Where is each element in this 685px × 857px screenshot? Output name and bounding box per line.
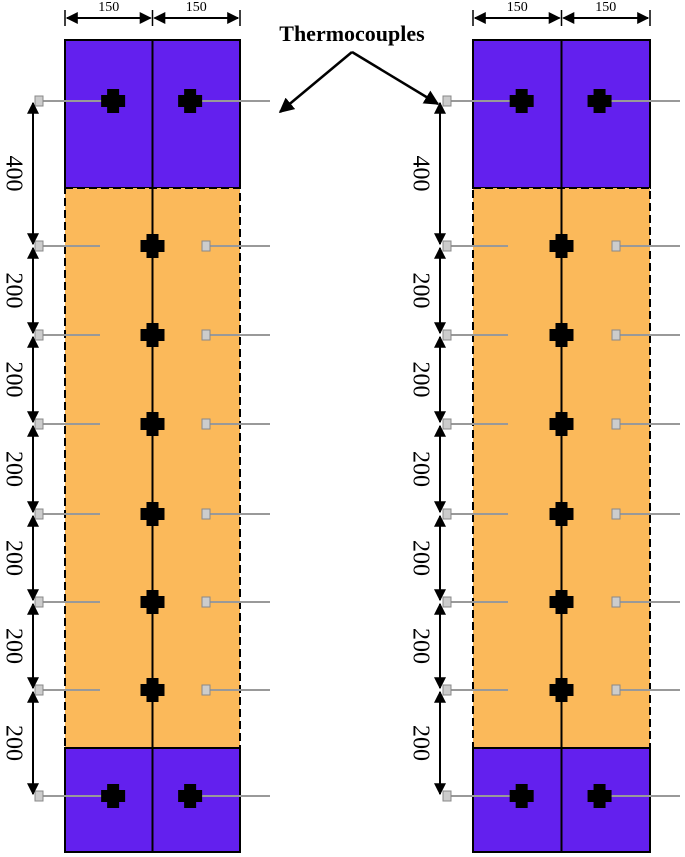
thermocouple-marker — [549, 412, 574, 436]
height-label: 200 — [407, 273, 433, 309]
thermocouple-marker — [549, 678, 574, 702]
height-label: 200 — [407, 540, 433, 576]
thermocouple-marker — [140, 323, 165, 347]
height-label: 400 — [0, 156, 26, 192]
thermocouple-marker — [549, 502, 574, 526]
height-label: 200 — [0, 540, 26, 576]
thermocouple-marker — [587, 89, 612, 113]
probe-head — [34, 596, 44, 608]
probe-head — [34, 508, 44, 520]
probe-head — [611, 240, 621, 252]
probe-head — [442, 240, 452, 252]
thermocouple-marker — [140, 234, 165, 258]
probe-head — [611, 329, 621, 341]
probe-head — [34, 240, 44, 252]
thermocouple-marker — [140, 678, 165, 702]
thermocouple-marker — [101, 784, 126, 808]
probe-head — [442, 329, 452, 341]
width-label: 150 — [186, 0, 207, 15]
width-label: 150 — [595, 0, 616, 15]
thermocouple-marker — [140, 590, 165, 614]
probe-head — [442, 95, 452, 107]
thermocouple-marker — [509, 89, 534, 113]
callout-label: Thermocouples — [279, 21, 425, 46]
probe-head — [611, 684, 621, 696]
probe-head — [34, 684, 44, 696]
probe-head — [442, 684, 452, 696]
probe-head — [201, 240, 211, 252]
height-label: 200 — [0, 628, 26, 664]
height-label: 200 — [0, 451, 26, 487]
probe-head — [611, 418, 621, 430]
thermocouple-marker — [101, 89, 126, 113]
probe-head — [201, 508, 211, 520]
width-label: 150 — [98, 0, 119, 15]
height-label: 400 — [407, 156, 433, 192]
height-label: 200 — [407, 362, 433, 398]
probe-head — [442, 508, 452, 520]
thermocouple-marker — [178, 784, 203, 808]
height-label: 200 — [0, 725, 26, 761]
thermocouple-marker — [549, 323, 574, 347]
thermocouple-marker — [140, 412, 165, 436]
height-label: 200 — [0, 362, 26, 398]
probe-head — [34, 95, 44, 107]
probe-head — [201, 329, 211, 341]
thermocouple-marker — [549, 590, 574, 614]
thermocouple-marker — [509, 784, 534, 808]
thermocouple-marker — [140, 502, 165, 526]
probe-head — [442, 418, 452, 430]
probe-head — [442, 790, 452, 802]
probe-head — [201, 684, 211, 696]
probe-head — [201, 596, 211, 608]
width-label: 150 — [507, 0, 528, 15]
height-label: 200 — [407, 628, 433, 664]
probe-head — [611, 596, 621, 608]
height-label: 200 — [407, 725, 433, 761]
probe-head — [201, 418, 211, 430]
height-label: 200 — [407, 451, 433, 487]
thermocouple-marker — [587, 784, 612, 808]
probe-head — [34, 790, 44, 802]
callout-arrow — [278, 51, 353, 113]
probe-head — [442, 596, 452, 608]
probe-head — [34, 418, 44, 430]
callout-arrow — [351, 50, 440, 106]
thermocouple-marker — [178, 89, 203, 113]
thermocouple-marker — [549, 234, 574, 258]
probe-head — [611, 508, 621, 520]
height-label: 200 — [0, 273, 26, 309]
probe-head — [34, 329, 44, 341]
